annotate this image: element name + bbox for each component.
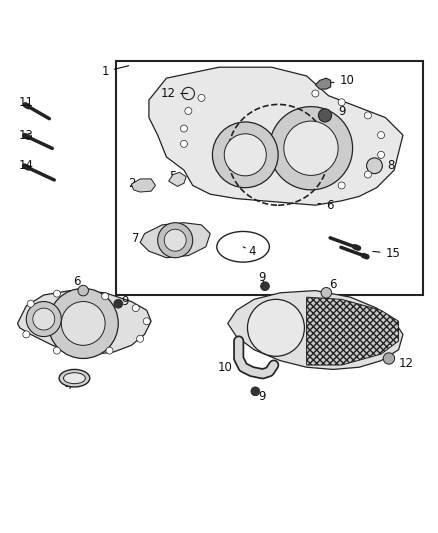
Circle shape xyxy=(198,94,205,101)
Text: 3: 3 xyxy=(178,240,188,253)
Circle shape xyxy=(53,347,60,354)
Circle shape xyxy=(224,134,266,176)
Circle shape xyxy=(180,125,187,132)
Circle shape xyxy=(132,304,139,312)
Polygon shape xyxy=(149,67,403,205)
Polygon shape xyxy=(315,78,331,89)
Circle shape xyxy=(106,347,113,354)
Text: 12: 12 xyxy=(392,357,413,370)
Text: 9: 9 xyxy=(258,271,266,284)
Ellipse shape xyxy=(59,369,90,387)
Circle shape xyxy=(338,99,345,106)
Circle shape xyxy=(378,151,385,158)
Text: 4: 4 xyxy=(64,378,74,392)
Text: 9: 9 xyxy=(328,104,346,117)
Text: 6: 6 xyxy=(73,276,83,290)
Text: 6: 6 xyxy=(326,278,337,293)
Circle shape xyxy=(78,285,88,296)
Circle shape xyxy=(53,290,60,297)
Text: 8: 8 xyxy=(377,159,395,172)
Circle shape xyxy=(26,302,61,336)
Text: 11: 11 xyxy=(19,96,34,109)
Polygon shape xyxy=(307,297,399,365)
Polygon shape xyxy=(169,172,186,187)
Text: 5: 5 xyxy=(170,170,177,183)
Circle shape xyxy=(318,109,332,122)
Circle shape xyxy=(247,300,304,356)
Polygon shape xyxy=(228,290,403,369)
Ellipse shape xyxy=(64,373,85,384)
Circle shape xyxy=(312,90,319,97)
Text: 9: 9 xyxy=(118,295,129,308)
Circle shape xyxy=(27,300,34,307)
Circle shape xyxy=(212,122,278,188)
Text: 9: 9 xyxy=(255,390,266,403)
Circle shape xyxy=(251,387,260,395)
Circle shape xyxy=(284,121,338,175)
Circle shape xyxy=(185,108,192,115)
Text: 6: 6 xyxy=(318,199,334,212)
Text: 2: 2 xyxy=(127,177,142,190)
Text: 15: 15 xyxy=(373,247,400,260)
Circle shape xyxy=(137,335,144,342)
Circle shape xyxy=(378,132,385,139)
Circle shape xyxy=(48,288,118,359)
Circle shape xyxy=(23,331,30,338)
Circle shape xyxy=(261,282,269,290)
Text: 7: 7 xyxy=(132,231,157,245)
Circle shape xyxy=(338,182,345,189)
Circle shape xyxy=(383,353,395,364)
Circle shape xyxy=(364,112,371,119)
Circle shape xyxy=(102,293,109,300)
Circle shape xyxy=(164,229,186,251)
Text: 13: 13 xyxy=(19,128,34,142)
Circle shape xyxy=(158,223,193,258)
Circle shape xyxy=(364,171,371,178)
Text: 4: 4 xyxy=(243,245,256,257)
Text: 10: 10 xyxy=(218,361,243,374)
Polygon shape xyxy=(18,290,151,354)
Text: 12: 12 xyxy=(160,87,188,100)
Circle shape xyxy=(269,107,353,190)
Circle shape xyxy=(143,318,150,325)
Circle shape xyxy=(61,302,105,345)
Polygon shape xyxy=(131,179,155,192)
Circle shape xyxy=(367,158,382,174)
Circle shape xyxy=(321,287,332,298)
Circle shape xyxy=(114,300,123,308)
Text: 1: 1 xyxy=(101,65,129,78)
Circle shape xyxy=(180,140,187,147)
Polygon shape xyxy=(140,223,210,258)
Circle shape xyxy=(33,308,55,330)
Text: 10: 10 xyxy=(329,74,354,87)
Text: 14: 14 xyxy=(19,159,34,172)
